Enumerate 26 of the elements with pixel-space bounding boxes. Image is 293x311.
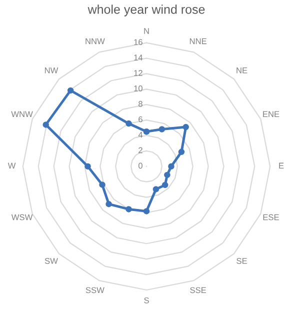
y-tick-label: 6 (138, 116, 142, 122)
spoke-label: WNW (11, 111, 33, 117)
spoke-label: NW (44, 68, 58, 74)
y-tick-label: 10 (134, 85, 142, 92)
spoke-label: WSW (11, 214, 33, 220)
spoke-label: N (144, 28, 149, 34)
spoke-label: W (8, 162, 16, 169)
spoke-label: NNE (190, 38, 206, 44)
chart-title: whole year wind rose (88, 4, 205, 16)
y-tick-label: 14 (134, 54, 143, 60)
spoke-label: S (144, 297, 149, 304)
y-tick-label: 2 (138, 147, 142, 154)
spoke-label: ENE (263, 111, 280, 117)
y-tick-label: 4 (138, 132, 143, 138)
spoke-label: SW (44, 258, 58, 264)
spoke-label: SSW (86, 287, 104, 294)
spoke-label: NE (236, 68, 248, 74)
y-tick-label: 12 (134, 70, 142, 76)
spoke-label: SSE (190, 287, 206, 294)
spoke-label: SE (236, 258, 247, 264)
spoke-label: NNW (86, 38, 105, 44)
spoke-label: E (279, 162, 284, 169)
y-tick-label: 8 (138, 100, 142, 107)
spoke-label: ESE (263, 214, 279, 220)
y-tick-label: 16 (134, 39, 142, 46)
y-tick-label: 0 (138, 162, 142, 169)
